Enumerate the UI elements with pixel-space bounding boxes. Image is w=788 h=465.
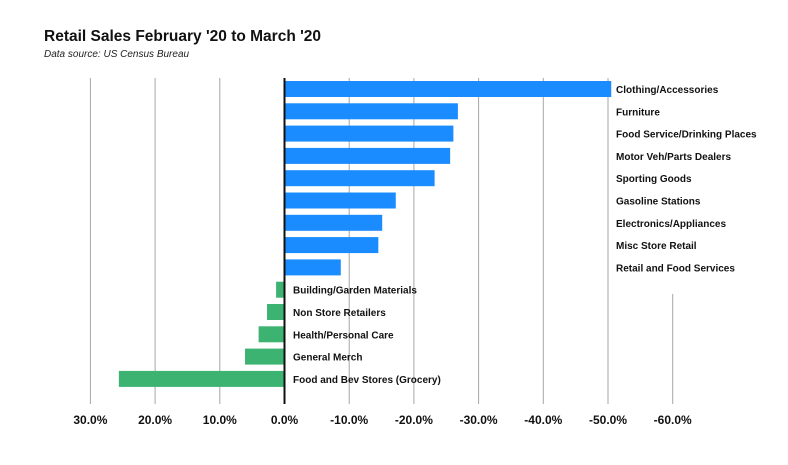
bar	[284, 259, 341, 276]
x-tick-label: -60.0%	[654, 413, 692, 427]
bar-category-label: Food Service/Drinking Places	[616, 130, 757, 141]
bar	[284, 81, 612, 97]
chart-title: Retail Sales February '20 to March '20	[44, 28, 322, 45]
x-tick-label: 20.0%	[138, 413, 172, 427]
bar	[284, 237, 379, 254]
bar-category-label: Misc Store Retail	[616, 241, 697, 252]
bar-category-label: Non Store Retailers	[293, 308, 386, 319]
bar-category-label: Electronics/Appliances	[616, 219, 726, 230]
bar-category-label: Furniture	[616, 107, 660, 118]
bar-category-label: Retail and Food Services	[616, 263, 735, 274]
bar	[284, 170, 435, 187]
chart-subtitle: Data source: US Census Bureau	[44, 49, 190, 60]
x-tick-label: -30.0%	[460, 413, 498, 427]
x-tick-label: -20.0%	[395, 413, 433, 427]
bar	[284, 214, 383, 231]
bar	[284, 192, 396, 209]
bar	[284, 147, 451, 164]
bar	[267, 304, 285, 320]
bar	[284, 125, 454, 142]
bar-category-label: Clothing/Accessories	[616, 85, 719, 96]
x-tick-label: 0.0%	[271, 413, 299, 427]
x-tick-label: -50.0%	[589, 413, 627, 427]
bar	[276, 281, 285, 298]
x-tick-label: -40.0%	[524, 413, 562, 427]
bar	[284, 103, 458, 120]
x-tick-label: -10.0%	[330, 413, 368, 427]
x-tick-label: 30.0%	[73, 413, 107, 427]
bar-labels: Clothing/Accessories Furniture Food Servic…	[293, 85, 757, 386]
bar-category-label: Health/Personal Care	[293, 330, 394, 341]
bars	[118, 81, 612, 387]
x-tick-label: 10.0%	[203, 413, 237, 427]
bar	[245, 348, 285, 365]
bar-category-label: Motor Veh/Parts Dealers	[616, 152, 731, 163]
bar-category-label: General Merch	[293, 353, 362, 364]
bar-category-label: Gasoline Stations	[616, 197, 701, 208]
bar	[258, 326, 285, 343]
bar	[118, 370, 285, 387]
bar-category-label: Building/Garden Materials	[293, 286, 417, 297]
bar-category-label: Sporting Goods	[616, 174, 692, 185]
x-axis-ticks: 30.0% 20.0% 10.0% 0.0% -10.0% -20.0% -30.0% -40…	[73, 413, 692, 427]
bar-category-label: Food and Bev Stores (Grocery)	[293, 375, 441, 386]
